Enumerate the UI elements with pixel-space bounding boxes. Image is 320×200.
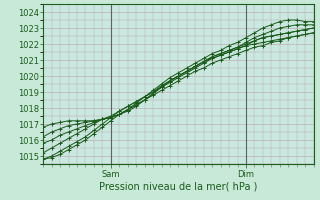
X-axis label: Pression niveau de la mer( hPa ): Pression niveau de la mer( hPa ) xyxy=(99,181,258,191)
